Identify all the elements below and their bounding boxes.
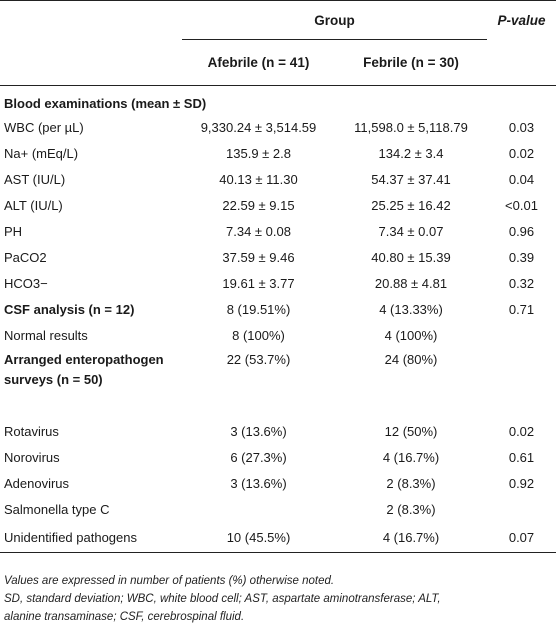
row-label: Salmonella type C — [4, 501, 110, 517]
pvalue-header-text: P-value — [497, 12, 546, 28]
header-row-group: Group P-value — [0, 0, 556, 40]
group-header: Group — [182, 0, 487, 40]
afebrile-header: Afebrile (n = 41) — [207, 55, 310, 70]
header-row-columns: Afebrile (n = 41) Febrile (n = 30) — [0, 40, 556, 86]
pvalue-header: P-value — [487, 1, 556, 40]
table-row: HCO3− 19.61 ± 3.77 20.88 ± 4.81 0.32 — [0, 270, 556, 296]
table-row: PH 7.34 ± 0.08 7.34 ± 0.07 0.96 — [0, 218, 556, 244]
afebrile-cell: 19.61 ± 3.77 — [222, 275, 295, 291]
table-row: Rotavirus 3 (13.6%) 12 (50%) 0.02 — [0, 418, 556, 444]
febrile-cell — [335, 86, 487, 115]
afebrile-cell — [182, 496, 335, 522]
pvalue-cell — [487, 322, 556, 348]
afebrile-cell: 9,330.24 ± 3,514.59 — [200, 119, 317, 135]
table-row: Na+ (mEq/L) 135.9 ± 2.8 134.2 ± 3.4 0.02 — [0, 140, 556, 166]
febrile-cell: 11,598.0 ± 5,118.79 — [354, 119, 468, 135]
afebrile-cell: 3 (13.6%) — [230, 423, 287, 439]
row-label: AST (IU/L) — [4, 171, 66, 187]
pvalue-cell: 0.96 — [508, 223, 535, 239]
footnote-line: Values are expressed in number of patien… — [4, 575, 335, 587]
data-table: Group P-value Afebrile (n = 41) Febrile … — [0, 0, 556, 553]
table-row: Salmonella type C 2 (8.3%) — [0, 496, 556, 522]
row-label: Na+ (mEq/L) — [4, 145, 79, 161]
table-row: PaCO2 37.59 ± 9.46 40.80 ± 15.39 0.39 — [0, 244, 556, 270]
afebrile-cell: 22 (53.7%) — [226, 352, 291, 367]
row-label: Adenovirus — [4, 475, 70, 491]
febrile-cell: 4 (100%) — [384, 327, 438, 343]
row-label: Blood examinations (mean ± SD) — [4, 95, 207, 111]
table-row: Unidentified pathogens 10 (45.5%) 4 (16.… — [0, 522, 556, 553]
pvalue-cell: 0.39 — [508, 249, 535, 265]
row-label: PaCO2 — [4, 249, 47, 265]
afebrile-cell: 10 (45.5%) — [226, 529, 291, 545]
pvalue-cell: 0.32 — [508, 275, 535, 291]
febrile-cell: 2 (8.3%) — [386, 475, 436, 491]
pvalue-cell: 0.02 — [508, 145, 535, 161]
pvalue-cell — [487, 348, 556, 418]
febrile-cell: 134.2 ± 3.4 — [378, 145, 444, 161]
row-label: CSF analysis (n = 12) — [4, 301, 135, 317]
pvalue-cell: 0.71 — [508, 301, 535, 317]
febrile-cell: 24 (80%) — [384, 352, 438, 367]
febrile-cell: 25.25 ± 16.42 — [371, 197, 451, 213]
row-label: Norovirus — [4, 449, 60, 465]
febrile-cell: 12 (50%) — [384, 423, 438, 439]
row-label: Normal results — [4, 327, 88, 343]
pvalue-cell: 0.03 — [508, 119, 535, 135]
pvalue-cell: 0.07 — [508, 529, 535, 545]
febrile-cell: 2 (8.3%) — [386, 501, 436, 517]
afebrile-cell: 7.34 ± 0.08 — [226, 223, 291, 239]
febrile-cell: 4 (16.7%) — [382, 449, 440, 465]
row-label: PH — [4, 223, 23, 239]
row-label: Rotavirus — [4, 423, 59, 439]
febrile-cell: 54.37 ± 37.41 — [371, 171, 451, 187]
header-blank — [0, 40, 182, 86]
table-row: WBC (per µL) 9,330.24 ± 3,514.59 11,598.… — [0, 114, 556, 140]
table-row: Normal results 8 (100%) 4 (100%) — [0, 322, 556, 348]
footnote-line: SD, standard deviation; WBC, white blood… — [4, 593, 441, 605]
row-label: ALT (IU/L) — [4, 197, 63, 213]
afebrile-cell: 135.9 ± 2.8 — [226, 145, 291, 161]
table-row: AST (IU/L) 40.13 ± 11.30 54.37 ± 37.41 0… — [0, 166, 556, 192]
pvalue-cell — [487, 86, 556, 115]
afebrile-cell: 37.59 ± 9.46 — [222, 249, 295, 265]
afebrile-cell: 6 (27.3%) — [230, 449, 287, 465]
febrile-cell: 4 (16.7%) — [382, 529, 440, 545]
table-row: Blood examinations (mean ± SD) — [0, 86, 556, 115]
row-label: Arranged enteropathogen surveys (n = 50) — [4, 352, 164, 387]
afebrile-cell: 8 (100%) — [232, 327, 285, 343]
pvalue-cell: <0.01 — [505, 197, 538, 213]
pvalue-cell: 0.61 — [508, 449, 535, 465]
febrile-header: Febrile (n = 30) — [363, 55, 459, 70]
row-label: HCO3− — [4, 275, 48, 291]
header-blank — [487, 40, 556, 86]
table-row: ALT (IU/L) 22.59 ± 9.15 25.25 ± 16.42 <0… — [0, 192, 556, 218]
afebrile-cell: 8 (19.51%) — [226, 301, 291, 317]
afebrile-cell: 22.59 ± 9.15 — [222, 197, 295, 213]
febrile-cell: 40.80 ± 15.39 — [371, 249, 451, 265]
febrile-cell: 20.88 ± 4.81 — [374, 275, 448, 291]
table-row: CSF analysis (n = 12) 8 (19.51%) 4 (13.3… — [0, 296, 556, 322]
pvalue-cell: 0.02 — [508, 423, 535, 439]
pvalue-cell — [487, 496, 556, 522]
table-footnotes: Values are expressed in number of patien… — [4, 572, 552, 626]
pvalue-cell: 0.04 — [508, 171, 535, 187]
febrile-cell: 7.34 ± 0.07 — [378, 223, 444, 239]
row-label: WBC (per µL) — [4, 119, 84, 135]
footnote-line: alanine transaminase; CSF, cerebrospinal… — [4, 611, 245, 623]
table-row: Adenovirus 3 (13.6%) 2 (8.3%) 0.92 — [0, 470, 556, 496]
row-label: Unidentified pathogens — [4, 529, 137, 545]
afebrile-cell: 3 (13.6%) — [230, 475, 287, 491]
febrile-cell: 4 (13.33%) — [379, 301, 443, 317]
afebrile-cell: 40.13 ± 11.30 — [219, 171, 298, 187]
table-row: Norovirus 6 (27.3%) 4 (16.7%) 0.61 — [0, 444, 556, 470]
table-row: Arranged enteropathogen surveys (n = 50)… — [0, 348, 556, 418]
header-blank — [0, 1, 182, 40]
pvalue-cell: 0.92 — [508, 475, 535, 491]
